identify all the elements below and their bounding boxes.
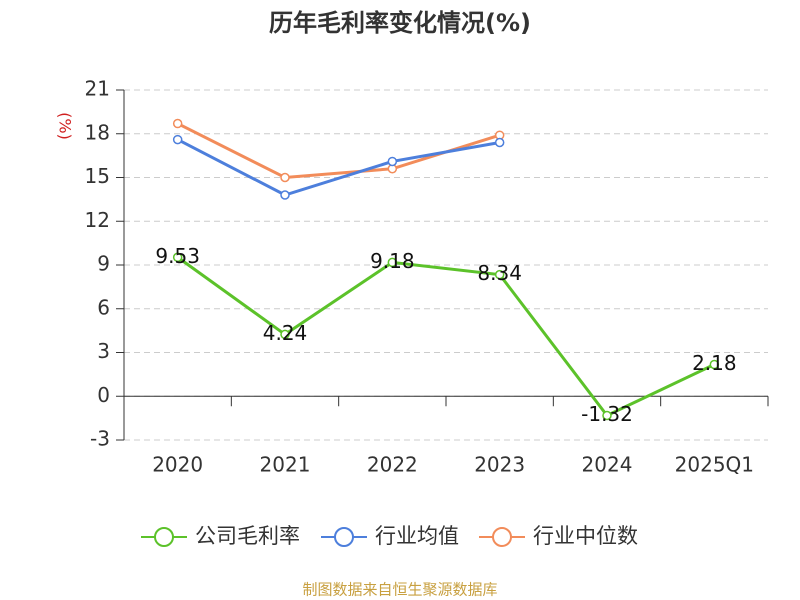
legend-marker [334,527,354,547]
x-tick-label: 2020 [152,453,203,477]
y-tick-label: 3 [97,339,110,363]
y-tick-label: 6 [97,295,110,319]
y-tick-label: 21 [85,77,110,101]
legend-label: 公司毛利率 [195,524,300,548]
point [387,156,398,167]
point [280,329,290,340]
point [494,269,505,280]
data-label: 4.24 [263,321,308,345]
source-note: 制图数据来自恒生聚源数据库 [302,581,497,599]
x-tick-label: 2024 [582,453,633,477]
point [709,359,720,370]
y-tick-label: 0 [97,383,110,407]
data-label: 2.18 [692,351,737,375]
x-tick-label: 2025Q1 [675,453,754,477]
chart-title: 历年毛利率变化情况(%) [269,9,531,37]
legend-marker [154,527,174,547]
point [387,257,398,268]
x-tick-label: 2022 [367,453,418,477]
series-line [176,256,715,418]
legend-label: 行业中位数 [533,524,638,548]
data-label: 9.53 [155,244,200,268]
point [172,118,183,129]
point [280,190,290,200]
point [494,137,505,148]
series-line [176,138,500,197]
y-tick-label: 18 [85,120,110,144]
y-tick-label: 12 [85,208,110,232]
data-label: -1.32 [581,402,633,426]
x-tick-label: 2023 [474,453,525,477]
y-axis-label: (%) [56,112,75,140]
point [172,134,183,145]
y-tick-label: 15 [85,164,110,188]
x-tick-label: 2021 [260,453,311,477]
legend-marker [492,527,512,547]
data-label: 8.34 [477,261,522,285]
y-tick-label: -3 [90,427,110,451]
y-tick-label: 9 [97,252,110,276]
data-label: 9.18 [370,249,415,273]
point [172,252,183,263]
legend-label: 行业均值 [375,524,459,548]
point [602,410,612,421]
point [280,172,290,183]
